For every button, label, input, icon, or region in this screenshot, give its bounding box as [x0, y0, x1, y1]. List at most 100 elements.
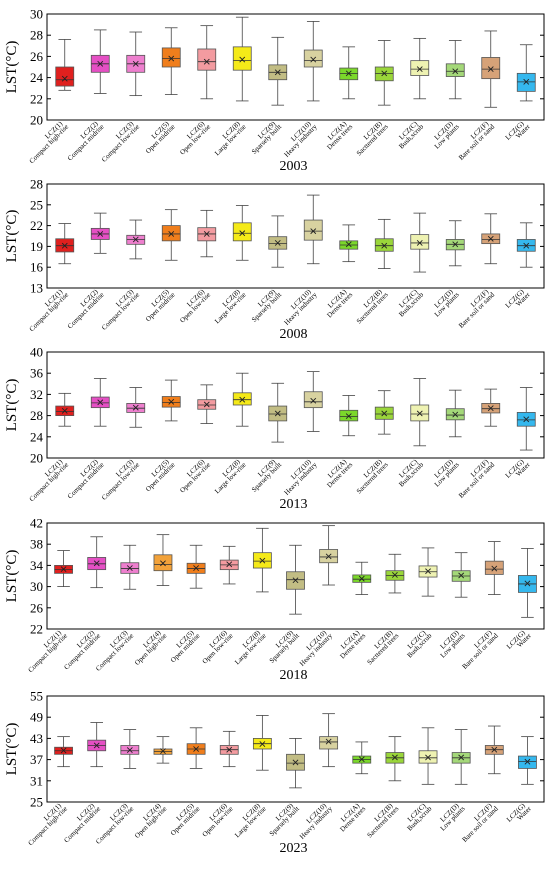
box-LCZ(G): [516, 44, 536, 102]
box-LCZ(8): [232, 205, 252, 261]
mean-marker: [487, 235, 494, 242]
mean-marker: [61, 75, 68, 82]
mean-marker: [425, 754, 431, 761]
box-LCZ(B): [374, 218, 394, 269]
mean-marker: [452, 411, 459, 418]
box-LCZ(A): [352, 561, 372, 595]
panel-title: 2018: [280, 668, 308, 683]
mean-marker: [381, 70, 388, 77]
box-LCZ(G): [516, 387, 536, 451]
mean-marker: [60, 747, 67, 754]
panel-title: 2023: [280, 841, 308, 856]
mean-marker: [203, 58, 210, 65]
y-tick-label: 28: [30, 28, 43, 43]
box-LCZ(D): [445, 40, 465, 100]
box-iqr: [197, 48, 217, 71]
box-LCZ(D): [451, 729, 471, 785]
box-iqr: [232, 222, 252, 242]
box-LCZ(10): [303, 194, 323, 265]
box-iqr: [232, 392, 252, 406]
box-LCZ(9): [268, 36, 288, 106]
box-LCZ(1): [55, 392, 75, 427]
box-iqr: [303, 391, 323, 409]
box-LCZ(A): [339, 395, 359, 437]
mean-marker: [292, 577, 299, 584]
box-LCZ(10): [303, 21, 323, 102]
box-LCZ(A): [339, 224, 359, 263]
box-LCZ(B): [385, 553, 405, 594]
y-axis-label: LST(°C): [4, 723, 20, 776]
box-LCZ(6): [197, 384, 217, 424]
box-LCZ(8): [232, 16, 252, 102]
y-axis-label: LST(°C): [4, 41, 20, 94]
box-LCZ(C): [410, 212, 430, 273]
mean-marker: [416, 410, 423, 417]
box-LCZ(8): [252, 527, 272, 593]
box-LCZ(4): [153, 736, 173, 764]
y-tick-label: 26: [30, 600, 44, 615]
mean-marker: [358, 756, 365, 763]
y-tick-label: 22: [30, 622, 43, 637]
panel-title: 2003: [280, 159, 308, 174]
y-tick-label: 55: [30, 689, 43, 704]
box-LCZ(G): [516, 222, 536, 268]
box-LCZ(B): [374, 40, 394, 106]
y-tick-label: 26: [30, 49, 44, 64]
mean-marker: [523, 242, 530, 249]
plot-frame: [46, 522, 545, 630]
y-tick-label: 49: [30, 710, 43, 725]
mean-marker: [203, 401, 210, 408]
box-LCZ(B): [385, 736, 405, 782]
mean-marker: [168, 55, 175, 62]
box-LCZ(8): [252, 715, 272, 771]
y-tick-label: 22: [30, 218, 43, 233]
mean-marker: [491, 565, 498, 572]
mean-marker: [274, 69, 281, 76]
box-LCZ(6): [219, 730, 239, 768]
box-LCZ(F): [481, 30, 501, 108]
box-LCZ(C): [418, 727, 438, 785]
mean-marker: [391, 754, 398, 761]
mean-marker: [358, 575, 365, 582]
box-iqr: [374, 238, 394, 252]
y-tick-label: 19: [30, 239, 43, 254]
mean-marker: [60, 566, 67, 573]
mean-marker: [310, 56, 317, 63]
box-LCZ(6): [197, 209, 217, 258]
box-iqr: [303, 219, 323, 241]
box-LCZ(2): [87, 722, 107, 768]
y-tick-label: 28: [30, 177, 43, 192]
mean-marker: [160, 560, 166, 567]
mean-marker: [274, 240, 281, 246]
box-iqr: [484, 560, 504, 575]
box-iqr: [161, 225, 181, 242]
mean-marker: [97, 60, 104, 67]
y-tick-label: 40: [30, 345, 43, 360]
box-LCZ(F): [481, 213, 501, 265]
panel-title: 2008: [280, 327, 308, 342]
box-LCZ(3): [126, 387, 146, 428]
mean-marker: [259, 557, 266, 564]
box-LCZ(9): [268, 215, 288, 268]
y-tick-label: 37: [30, 752, 44, 767]
y-tick-label: 36: [30, 366, 44, 381]
mean-marker: [274, 410, 281, 417]
mean-marker: [132, 236, 139, 243]
box-LCZ(10): [303, 371, 323, 432]
box-LCZ(2): [90, 212, 110, 254]
mean-marker: [132, 404, 139, 411]
y-tick-label: 24: [30, 429, 44, 444]
box-iqr: [303, 49, 323, 68]
box-LCZ(10): [319, 525, 339, 586]
mean-marker: [61, 407, 68, 414]
y-tick-label: 16: [30, 260, 44, 275]
box-LCZ(3): [120, 544, 140, 590]
box-iqr: [481, 57, 501, 80]
mean-marker: [524, 580, 531, 587]
mean-marker: [416, 66, 423, 73]
box-LCZ(F): [481, 388, 501, 427]
y-tick-label: 42: [30, 516, 43, 531]
box-iqr: [410, 234, 430, 250]
